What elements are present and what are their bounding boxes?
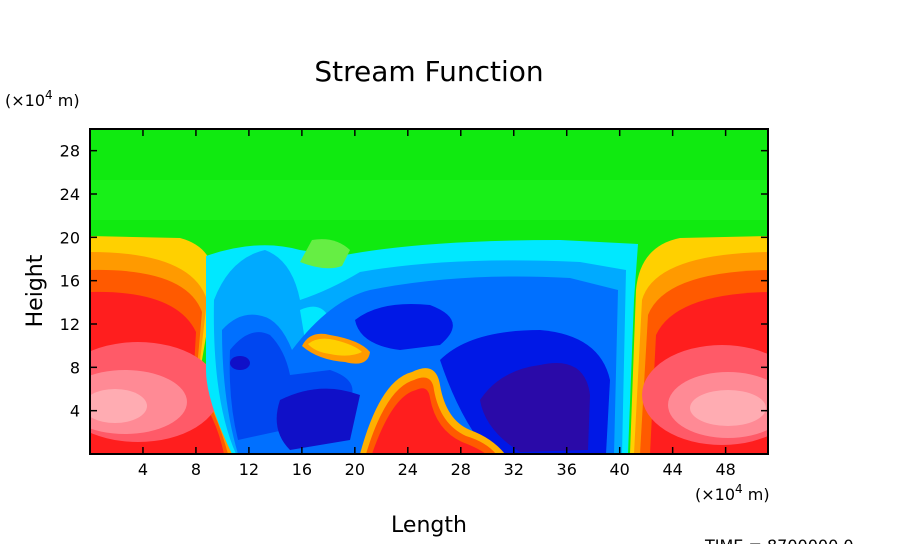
x-tick-label: 28 xyxy=(451,460,471,479)
x-unit: (×104 m) xyxy=(695,482,770,504)
y-tick-label: 8 xyxy=(70,358,80,377)
chart-title: Stream Function xyxy=(314,55,543,88)
x-tick-label: 8 xyxy=(191,460,201,479)
y-tick-label: 28 xyxy=(60,142,80,161)
x-tick-label: 16 xyxy=(292,460,312,479)
x-tick-label: 32 xyxy=(504,460,524,479)
x-unit-prefix: (×10 xyxy=(695,485,735,504)
time-label: TIME = 8700000.0 xyxy=(704,536,854,544)
y-unit: (×104 m) xyxy=(5,88,80,110)
plot-frame xyxy=(89,128,769,455)
y-tick-label: 4 xyxy=(70,402,80,421)
y-tick-label: 12 xyxy=(60,315,80,334)
x-tick-label: 44 xyxy=(662,460,682,479)
y-axis-label: Height xyxy=(23,254,48,327)
x-tick-label: 24 xyxy=(398,460,418,479)
x-tick-label: 48 xyxy=(715,460,735,479)
x-tick-label: 36 xyxy=(557,460,577,479)
x-unit-suffix: m) xyxy=(743,485,770,504)
y-tick-label: 16 xyxy=(60,272,80,291)
x-unit-exp: 4 xyxy=(735,482,743,496)
x-tick-label: 40 xyxy=(610,460,630,479)
x-tick-label: 4 xyxy=(138,460,148,479)
contour-field xyxy=(90,129,768,454)
y-tick-label: 20 xyxy=(60,228,80,247)
x-tick-label: 12 xyxy=(239,460,259,479)
x-axis-label: Length xyxy=(391,513,467,538)
y-unit-suffix: m) xyxy=(53,91,80,110)
y-tick-label: 24 xyxy=(60,185,80,204)
x-tick-label: 20 xyxy=(345,460,365,479)
y-unit-exp: 4 xyxy=(45,88,53,102)
y-unit-prefix: (×10 xyxy=(5,91,45,110)
